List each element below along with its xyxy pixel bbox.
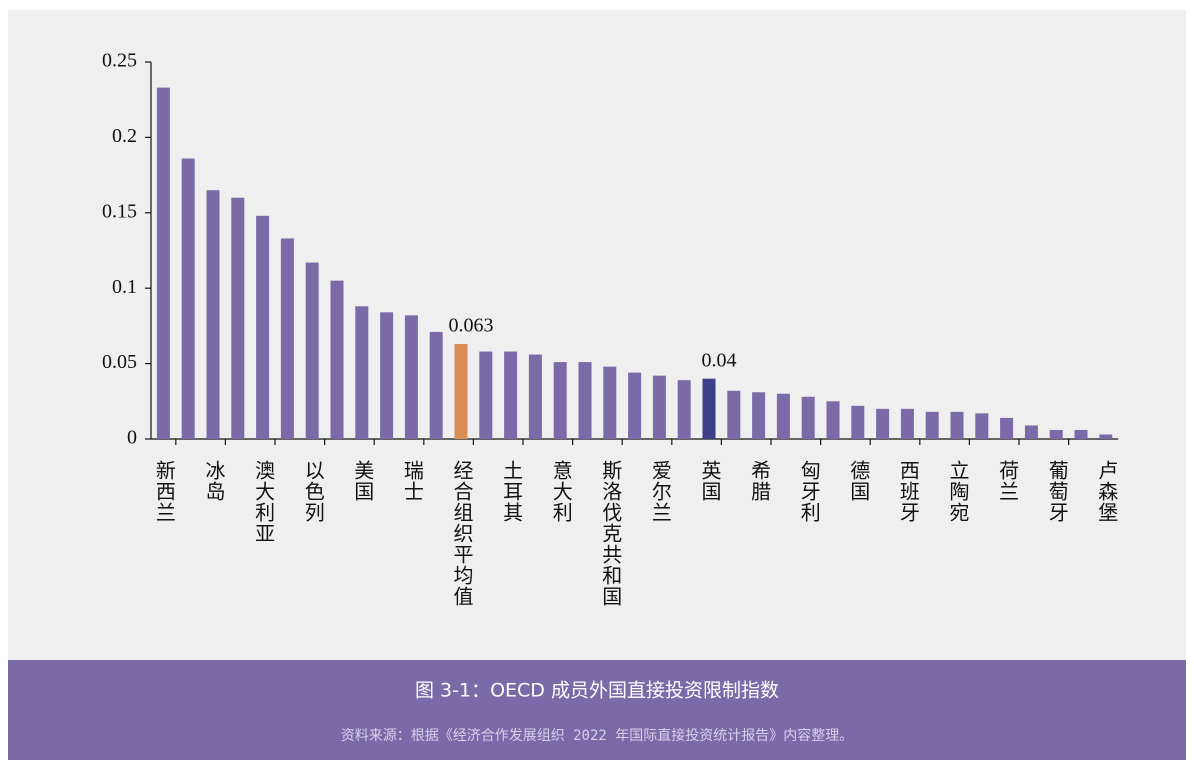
- y-tick-label: 0.1: [112, 276, 137, 298]
- value-label: 0.04: [702, 349, 737, 371]
- source: 资料来源：根据《经济合作发展组织 2022 年国际直接投资统计报告》内容整理。: [341, 727, 854, 744]
- bar: [1049, 429, 1063, 439]
- x-tick-label: 意大利: [549, 460, 572, 523]
- y-tick-label: 0.25: [102, 50, 137, 72]
- bar: [156, 87, 170, 440]
- bar: [404, 315, 418, 439]
- bar: [826, 401, 840, 439]
- value-label: 0.063: [449, 315, 494, 337]
- bar: [677, 380, 691, 439]
- bar: [652, 375, 666, 439]
- bar: [876, 408, 890, 439]
- y-tick-label: 0.15: [102, 200, 137, 222]
- bar: [454, 343, 468, 439]
- bar: [256, 215, 270, 439]
- caption: 图 3-1：OECD 成员外国直接投资限制指数: [415, 680, 779, 702]
- x-tick-label: 匈牙利: [797, 460, 820, 523]
- x-tick-label: 经合组织平均值: [450, 460, 473, 607]
- plot-background: [8, 10, 1186, 660]
- x-tick-label: 卢森堡: [1095, 460, 1118, 523]
- x-tick-label: 德国: [847, 460, 870, 502]
- x-tick-label: 葡萄牙: [1045, 460, 1068, 523]
- x-tick-label: 以色列: [301, 460, 324, 523]
- bar: [429, 331, 443, 439]
- bar: [504, 351, 518, 439]
- x-tick-label: 荷兰: [996, 460, 1019, 502]
- y-tick-label: 0.05: [102, 351, 137, 373]
- bar: [528, 354, 542, 439]
- bar: [1099, 434, 1113, 439]
- bar: [752, 392, 766, 439]
- bar: [851, 405, 865, 439]
- bar: [900, 408, 914, 439]
- x-tick-label: 西班牙: [896, 460, 919, 523]
- bar: [305, 262, 319, 439]
- bar: [776, 393, 790, 439]
- y-tick-label: 0: [127, 427, 137, 449]
- bar: [479, 351, 493, 439]
- bar: [1024, 425, 1038, 439]
- bar: [578, 362, 592, 439]
- bar: [231, 197, 245, 439]
- bar: [206, 190, 220, 439]
- bar: [380, 312, 394, 439]
- bar: [280, 238, 294, 439]
- bar: [702, 378, 716, 439]
- x-tick-label: 瑞士: [400, 460, 423, 502]
- x-tick-label: 希腊: [748, 460, 771, 502]
- bar: [1074, 429, 1088, 439]
- bar: [553, 362, 567, 439]
- x-tick-label: 新西兰: [152, 460, 175, 523]
- x-tick-label: 爱尔兰: [648, 460, 671, 523]
- bar: [950, 411, 964, 439]
- x-tick-label: 冰岛: [202, 460, 225, 502]
- x-tick-label: 英国: [698, 460, 721, 502]
- bar: [355, 306, 369, 439]
- bar: [925, 411, 939, 439]
- x-tick-label: 土耳其: [500, 460, 523, 523]
- bar: [603, 366, 617, 439]
- bar: [727, 390, 741, 439]
- bar: [181, 158, 195, 439]
- bar: [330, 280, 344, 439]
- y-tick-label: 0.2: [112, 125, 137, 147]
- bar: [628, 372, 642, 439]
- bar: [1000, 417, 1014, 439]
- x-tick-label: 美国: [351, 460, 374, 502]
- x-tick-label: 澳大利亚: [252, 460, 275, 544]
- x-tick-label: 立陶宛: [946, 460, 969, 523]
- bar: [975, 413, 989, 439]
- bar: [801, 396, 815, 439]
- x-tick-label: 斯洛伐克共和国: [599, 460, 622, 607]
- caption-band: [8, 660, 1186, 760]
